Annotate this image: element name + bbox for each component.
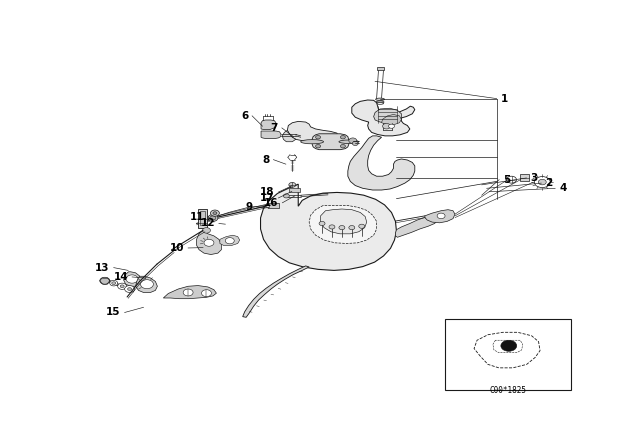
Circle shape <box>120 285 124 288</box>
Polygon shape <box>374 108 401 123</box>
Ellipse shape <box>339 140 359 143</box>
Text: 18: 18 <box>260 187 275 197</box>
Polygon shape <box>260 184 396 271</box>
Circle shape <box>388 124 394 128</box>
Circle shape <box>501 340 516 351</box>
Polygon shape <box>243 266 309 317</box>
Text: 13: 13 <box>95 263 110 273</box>
Text: C00*1825: C00*1825 <box>489 386 526 395</box>
Circle shape <box>208 215 218 221</box>
Circle shape <box>349 225 355 230</box>
Circle shape <box>339 225 345 230</box>
Circle shape <box>534 177 550 188</box>
Bar <box>269 203 280 208</box>
Polygon shape <box>261 131 281 138</box>
Circle shape <box>100 277 110 284</box>
Bar <box>445 319 571 390</box>
Circle shape <box>202 290 211 297</box>
Circle shape <box>225 237 234 244</box>
Text: 11: 11 <box>189 211 204 222</box>
Circle shape <box>141 280 154 289</box>
Circle shape <box>284 194 289 198</box>
Circle shape <box>118 283 127 289</box>
Circle shape <box>183 289 193 296</box>
Circle shape <box>211 210 220 216</box>
Polygon shape <box>220 235 240 246</box>
Text: 3: 3 <box>531 173 538 183</box>
Circle shape <box>319 221 325 225</box>
Bar <box>520 174 529 181</box>
Circle shape <box>316 135 321 139</box>
Bar <box>200 211 205 224</box>
Ellipse shape <box>376 101 384 103</box>
Polygon shape <box>396 216 437 237</box>
Circle shape <box>352 142 358 146</box>
Text: 14: 14 <box>113 272 128 282</box>
Circle shape <box>289 182 296 187</box>
Circle shape <box>204 239 214 246</box>
Bar <box>198 209 207 228</box>
Text: 12: 12 <box>200 219 215 228</box>
Circle shape <box>437 213 445 219</box>
Polygon shape <box>312 134 349 150</box>
Circle shape <box>213 212 217 215</box>
Polygon shape <box>196 230 221 254</box>
Circle shape <box>507 176 516 183</box>
Polygon shape <box>321 209 367 234</box>
Polygon shape <box>425 210 455 223</box>
Ellipse shape <box>376 98 385 100</box>
Text: 6: 6 <box>241 111 248 121</box>
Circle shape <box>210 216 216 220</box>
Polygon shape <box>352 100 415 136</box>
Text: 8: 8 <box>262 155 269 165</box>
Ellipse shape <box>301 140 324 144</box>
Polygon shape <box>163 285 216 299</box>
Text: 5: 5 <box>503 175 510 185</box>
Polygon shape <box>348 136 415 190</box>
Text: 16: 16 <box>264 198 278 208</box>
Bar <box>266 204 269 207</box>
Ellipse shape <box>376 103 383 104</box>
Circle shape <box>329 225 335 229</box>
Bar <box>376 67 383 69</box>
Text: 10: 10 <box>170 243 184 253</box>
Polygon shape <box>136 276 157 293</box>
Bar <box>289 188 300 192</box>
Polygon shape <box>124 272 141 286</box>
Circle shape <box>110 280 118 286</box>
Text: 7: 7 <box>271 123 278 133</box>
Text: 9: 9 <box>246 202 253 212</box>
Text: 15: 15 <box>106 307 121 318</box>
Polygon shape <box>309 206 376 244</box>
Text: 1: 1 <box>500 94 508 103</box>
Circle shape <box>125 285 134 293</box>
Polygon shape <box>261 120 276 129</box>
Circle shape <box>349 138 356 143</box>
Circle shape <box>202 228 211 233</box>
Circle shape <box>340 145 346 148</box>
Circle shape <box>126 275 138 283</box>
Circle shape <box>340 135 346 139</box>
Circle shape <box>538 179 547 185</box>
Circle shape <box>316 145 321 148</box>
Polygon shape <box>287 121 338 141</box>
Circle shape <box>383 124 390 129</box>
Text: 4: 4 <box>559 183 566 193</box>
Circle shape <box>112 282 116 284</box>
Text: 2: 2 <box>545 178 552 188</box>
Text: 17: 17 <box>260 193 275 203</box>
Circle shape <box>127 288 132 290</box>
Polygon shape <box>381 115 401 125</box>
Polygon shape <box>282 130 296 142</box>
Circle shape <box>359 224 365 228</box>
